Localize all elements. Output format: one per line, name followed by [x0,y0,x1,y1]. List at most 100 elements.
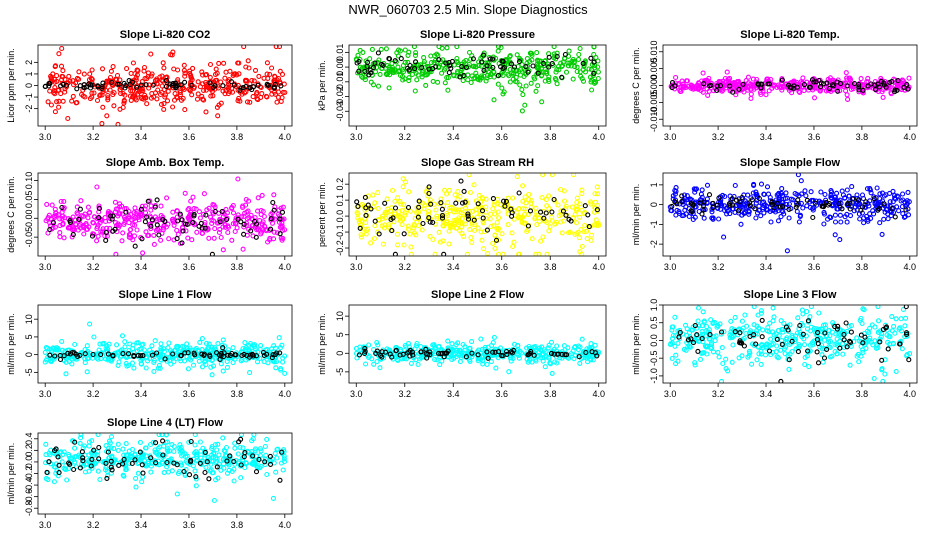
reference-point [594,207,600,213]
data-point [117,106,123,112]
data-point [432,53,438,59]
reference-point [443,60,449,66]
data-point [358,234,364,240]
reference-point [218,353,224,359]
data-point [397,199,403,205]
data-point [69,227,76,233]
data-point [164,195,170,201]
reference-point [148,223,154,229]
reference-point [198,220,204,226]
data-point [882,209,888,215]
reference-point [57,352,63,359]
reference-point [220,345,226,351]
data-point [158,347,164,353]
data-point [413,232,419,238]
data-point [533,209,539,215]
data-point [160,60,166,66]
data-point [717,206,724,212]
data-point [902,214,908,220]
data-point [830,320,836,326]
x-tick-label: 3.2 [712,262,725,272]
data-point [117,201,123,207]
data-point [72,454,78,460]
data-point [758,91,764,98]
data-point [582,222,588,228]
y-axis-label: ml/min per min. [6,313,16,375]
data-point [405,52,411,58]
reference-point [883,84,889,90]
data-point [111,103,117,109]
data-point [746,330,752,337]
reference-point [905,86,911,92]
data-point [478,336,484,342]
data-point [206,341,212,347]
reference-point [47,352,53,358]
data-point [572,64,578,70]
reference-point [404,350,410,356]
reference-point [895,78,901,84]
reference-point [398,56,404,62]
reference-point [779,77,785,83]
reference-point [65,350,71,356]
data-point [829,189,835,195]
data-point [176,469,182,475]
data-point [475,76,481,82]
data-point [44,201,50,207]
data-point [254,89,260,95]
reference-point [903,305,909,310]
data-point [223,444,230,451]
data-point [534,222,540,228]
data-point [78,433,84,438]
data-point [773,349,779,355]
reference-point [109,79,115,86]
data-point [670,193,676,199]
data-point [854,192,860,198]
data-point [225,229,231,236]
data-point [94,238,100,244]
reference-point [189,82,195,88]
data-point [577,214,583,220]
data-point [123,360,129,366]
data-point [728,318,734,324]
reference-point [182,79,188,85]
data-point [591,51,597,58]
figure-title: NWR_060703 2.5 Min. Slope Diagnostics [348,2,588,17]
reference-point [878,78,884,85]
reference-point [175,218,181,224]
data-point [354,355,360,361]
data-point [574,206,581,212]
data-point [423,82,429,88]
panel-title: Slope Li-820 Pressure [420,29,535,41]
data-point [52,79,58,85]
data-point [405,223,411,229]
reference-point [356,352,362,358]
y-tick-label: -0.01 [335,72,345,93]
data-point [264,60,270,66]
data-point [495,81,501,87]
reference-point [679,193,685,199]
data-point [479,237,485,243]
data-point [140,88,146,94]
reference-point [52,353,58,359]
reference-point [149,217,155,223]
reference-point [737,330,743,336]
reference-point [585,212,591,218]
data-point [427,233,433,239]
data-point [120,230,126,236]
x-tick-label: 3.2 [87,132,100,142]
data-point [115,206,121,212]
reference-point [769,198,775,205]
data-point [214,104,220,110]
data-point [760,327,766,333]
data-point [559,63,565,69]
x-tick-label: 3.8 [544,262,557,272]
data-point [255,195,261,201]
data-point [522,206,528,212]
reference-point [901,84,907,90]
reference-point [177,211,183,217]
data-point [510,71,516,77]
data-point [218,361,224,367]
reference-point [487,56,493,62]
data-point [718,331,724,337]
data-point [158,341,164,347]
